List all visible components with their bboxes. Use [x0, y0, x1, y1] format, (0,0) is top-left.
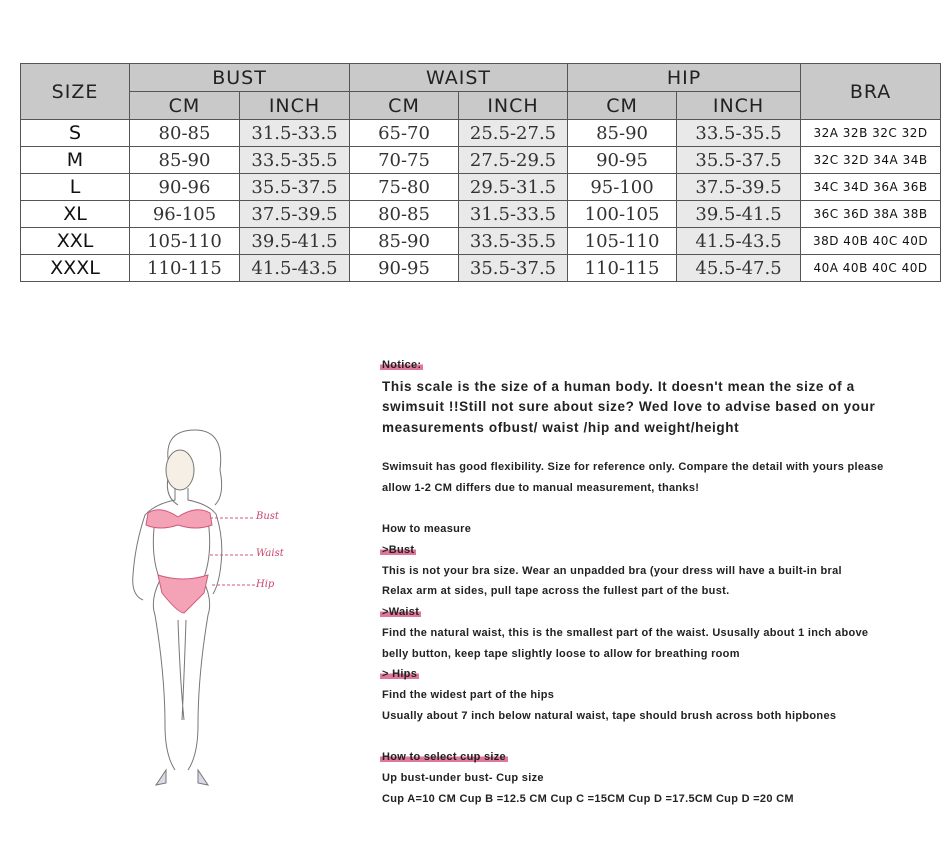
cell-waist-in: 29.5-31.5 [458, 173, 569, 201]
table-row: XXXL 110-115 41.5-43.5 90-95 35.5-37.5 110-11… [20, 254, 942, 282]
cell-size: S [20, 119, 130, 147]
cell-waist-in: 35.5-37.5 [458, 254, 569, 282]
bust-line: This is not your bra size. Wear an unpad… [382, 565, 842, 577]
cell-waist-cm: 75-80 [349, 173, 460, 201]
flex-line: allow 1-2 CM differs due to manual measu… [382, 482, 700, 494]
cell-hip-cm: 95-100 [567, 173, 678, 201]
notice-line: measurements ofbust/ waist /hip and weig… [382, 420, 740, 435]
cell-bust-in: 33.5-35.5 [238, 146, 351, 174]
cell-bust-cm: 96-105 [129, 200, 240, 228]
size-chart-table: SIZE BUST WAIST HIP BRA CM INCH CM INCH … [20, 63, 942, 282]
cell-hip-cm: 110-115 [567, 254, 678, 282]
cell-hip-in: 45.5-47.5 [676, 254, 802, 282]
cell-bust-cm: 105-110 [129, 227, 240, 255]
header-waist: WAIST [349, 63, 569, 92]
cell-hip-in: 37.5-39.5 [676, 173, 802, 201]
table-row: L 90-96 35.5-37.5 75-80 29.5-31.5 95-100 37.5-… [20, 173, 942, 201]
cell-bust-cm: 80-85 [129, 119, 240, 147]
notice-line: This scale is the size of a human body. … [382, 379, 855, 394]
cell-waist-cm: 70-75 [349, 146, 460, 174]
hips-line: Find the widest part of the hips [382, 689, 555, 701]
waist-line: Find the natural waist, this is the smal… [382, 627, 869, 639]
cup-title: How to select cup size [380, 751, 508, 763]
cell-bust-cm: 85-90 [129, 146, 240, 174]
figure-label-bust: Bust [256, 511, 279, 522]
cup-line: Up bust-under bust- Cup size [382, 772, 544, 784]
notice-title: Notice: [380, 359, 424, 371]
cell-hip-cm: 90-95 [567, 146, 678, 174]
cup-line: Cup A=10 CM Cup B =12.5 CM Cup C =15CM C… [382, 793, 794, 805]
header-waist-inch: INCH [458, 91, 569, 120]
cell-waist-cm: 85-90 [349, 227, 460, 255]
cell-bust-cm: 90-96 [129, 173, 240, 201]
cell-bust-cm: 110-115 [129, 254, 240, 282]
bust-title: >Bust [380, 544, 417, 556]
table-row: M 85-90 33.5-35.5 70-75 27.5-29.5 90-95 35.5-3… [20, 146, 942, 174]
hips-line: Usually about 7 inch below natural waist… [382, 710, 837, 722]
cell-waist-in: 25.5-27.5 [458, 119, 569, 147]
cell-bra: 36C 36D 38A 38B [800, 200, 942, 228]
cell-hip-in: 41.5-43.5 [676, 227, 802, 255]
cell-size: XXXL [20, 254, 130, 282]
cell-bust-in: 41.5-43.5 [238, 254, 351, 282]
cell-waist-cm: 90-95 [349, 254, 460, 282]
body-measurement-illustration [132, 429, 255, 786]
header-bust-cm: CM [129, 91, 240, 120]
cell-bust-in: 39.5-41.5 [238, 227, 351, 255]
bust-line: Relax arm at sides, pull tape across the… [382, 585, 730, 597]
cell-bra: 32C 32D 34A 34B [800, 146, 942, 174]
cell-hip-cm: 85-90 [567, 119, 678, 147]
cell-bra: 40A 40B 40C 40D [800, 254, 942, 282]
figure-label-hip: Hip [256, 579, 275, 590]
cell-bust-in: 37.5-39.5 [238, 200, 351, 228]
cell-waist-cm: 80-85 [349, 200, 460, 228]
header-bust: BUST [128, 63, 351, 92]
notice-line: swimsuit !!Still not sure about size? We… [382, 399, 876, 414]
hips-title: > Hips [380, 668, 420, 680]
cell-size: XXL [20, 227, 130, 255]
header-size: SIZE [20, 63, 130, 120]
table-row: S 80-85 31.5-33.5 65-70 25.5-27.5 85-90 33.5-3… [20, 119, 942, 147]
how-to-measure: How to measure [382, 523, 472, 535]
cell-waist-in: 31.5-33.5 [458, 200, 569, 228]
table-row: XL 96-105 37.5-39.5 80-85 31.5-33.5 100-105 39… [20, 200, 942, 228]
header-hip-cm: CM [567, 91, 678, 120]
waist-line: belly button, keep tape slightly loose t… [382, 648, 740, 660]
cell-bust-in: 31.5-33.5 [238, 119, 351, 147]
flex-line: Swimsuit has good flexibility. Size for … [382, 461, 884, 473]
cell-hip-cm: 100-105 [567, 200, 678, 228]
cell-bra: 32A 32B 32C 32D [800, 119, 942, 147]
table-row: XXL 105-110 39.5-41.5 85-90 33.5-35.5 105-110… [20, 227, 942, 255]
cell-hip-in: 35.5-37.5 [676, 146, 802, 174]
cell-hip-in: 33.5-35.5 [676, 119, 802, 147]
header-bust-inch: INCH [238, 91, 351, 120]
figure-label-waist: Waist [256, 548, 284, 559]
header-bra: BRA [800, 63, 942, 120]
cell-size: XL [20, 200, 130, 228]
waist-title: >Waist [380, 606, 422, 618]
cell-waist-in: 27.5-29.5 [458, 146, 569, 174]
header-hip-inch: INCH [676, 91, 802, 120]
cell-bra: 38D 40B 40C 40D [800, 227, 942, 255]
cell-hip-in: 39.5-41.5 [676, 200, 802, 228]
cell-size: M [20, 146, 130, 174]
header-hip: HIP [567, 63, 802, 92]
cell-size: L [20, 173, 130, 201]
cell-hip-cm: 105-110 [567, 227, 678, 255]
cell-bust-in: 35.5-37.5 [238, 173, 351, 201]
cell-waist-in: 33.5-35.5 [458, 227, 569, 255]
cell-bra: 34C 34D 36A 36B [800, 173, 942, 201]
header-waist-cm: CM [349, 91, 460, 120]
cell-waist-cm: 65-70 [349, 119, 460, 147]
